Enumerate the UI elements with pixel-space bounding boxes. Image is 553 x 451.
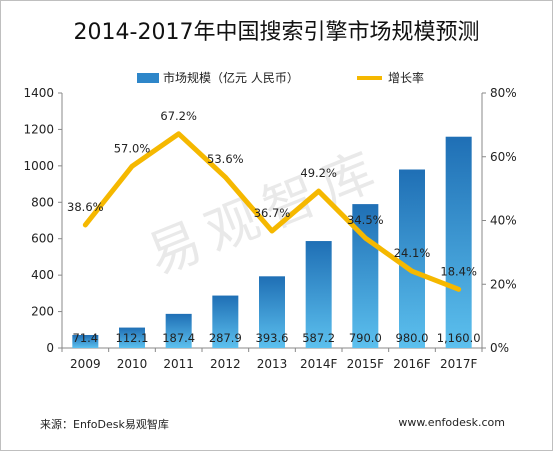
x-tick-label: 2015F	[347, 357, 385, 371]
bar	[119, 327, 145, 348]
growth-rate-line	[82, 131, 462, 292]
x-tick-label: 2014F	[300, 357, 338, 371]
bar-value-label: 112.1	[116, 331, 149, 345]
bar	[445, 136, 472, 348]
bar-value-label: 287.9	[209, 331, 242, 345]
left-tick-label: 200	[31, 305, 54, 319]
bar	[259, 276, 285, 348]
growth-rate-label: 24.1%	[394, 246, 431, 260]
growth-rate-label: 18.4%	[440, 264, 477, 278]
x-tick-label: 2010	[117, 357, 148, 371]
bar	[305, 241, 332, 348]
left-tick-label: 1000	[23, 159, 54, 173]
bar-value-label: 980.0	[396, 331, 429, 345]
growth-rate-label: 67.2%	[160, 109, 197, 123]
bar	[399, 169, 425, 348]
website-note: www.enfodesk.com	[398, 416, 505, 429]
x-tick-label: 2012	[210, 357, 241, 371]
left-tick-label: 1200	[23, 122, 54, 136]
legend-bar-swatch	[137, 73, 159, 83]
bar	[165, 313, 192, 348]
left-tick-label: 0	[46, 341, 54, 355]
x-tick-label: 2017F	[440, 357, 478, 371]
bar-value-label: 187.4	[162, 331, 195, 345]
x-tick-label: 2009	[70, 357, 101, 371]
bar-value-label: 71.4	[73, 331, 99, 345]
x-tick-label: 2011	[163, 357, 194, 371]
chart-title: 2014-2017年中国搜索引擎市场规模预测	[73, 20, 480, 45]
left-tick-label: 600	[31, 232, 54, 246]
right-tick-label: 60%	[490, 150, 517, 164]
right-tick-label: 80%	[490, 86, 517, 100]
x-tick-label: 2016F	[393, 357, 431, 371]
growth-rate-label: 38.6%	[67, 200, 104, 214]
right-tick-label: 0%	[490, 341, 509, 355]
left-tick-label: 400	[31, 268, 54, 282]
bar-value-label: 790.0	[349, 331, 382, 345]
bar-value-label: 587.2	[302, 331, 335, 345]
bar-value-label: 1,160.0	[437, 331, 481, 345]
x-tick-label: 2013	[257, 357, 288, 371]
right-tick-label: 20%	[490, 277, 517, 291]
legend-bar-label: 市场规模（亿元 人民币）	[163, 70, 299, 85]
growth-rate-label: 36.7%	[254, 206, 291, 220]
right-tick-label: 40%	[490, 214, 517, 228]
legend-line-label: 增长率	[388, 70, 424, 85]
growth-rate-label: 34.5%	[347, 213, 384, 227]
growth-rate-label: 49.2%	[300, 166, 337, 180]
source-note: 来源：EnfoDesk易观智库	[40, 418, 169, 431]
left-tick-label: 1400	[23, 86, 54, 100]
bar	[212, 295, 239, 348]
bar	[72, 334, 99, 348]
growth-rate-label: 53.6%	[207, 152, 244, 166]
growth-rate-label: 57.0%	[114, 141, 151, 155]
bar-value-label: 393.6	[256, 331, 289, 345]
left-tick-label: 800	[31, 195, 54, 209]
